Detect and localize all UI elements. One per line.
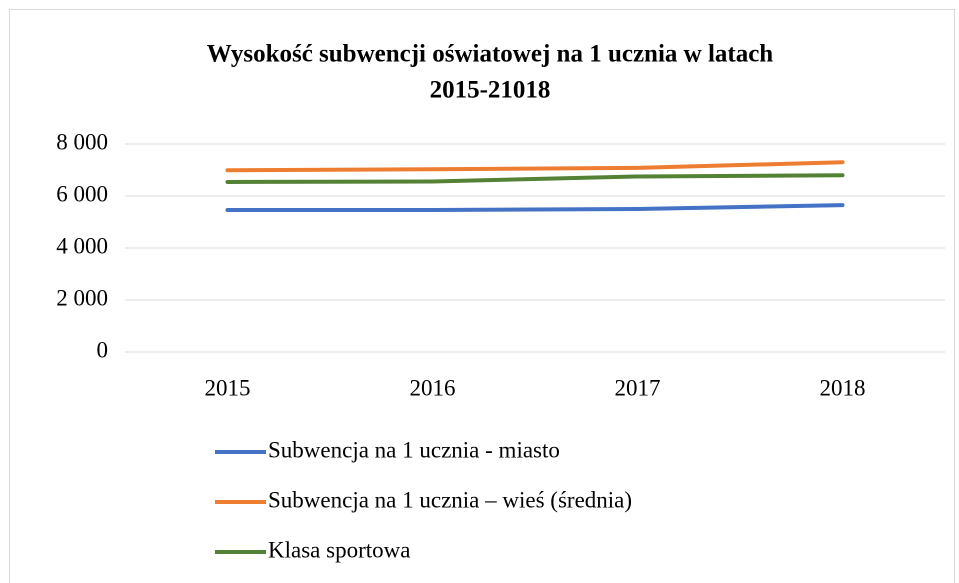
x-tick-label: 2016 <box>410 375 456 400</box>
x-tick-label: 2017 <box>615 375 661 400</box>
legend-label: Subwencja na 1 ucznia - miasto <box>268 437 560 462</box>
y-tick-label: 4 000 <box>56 233 108 258</box>
y-tick-label: 0 <box>97 337 109 362</box>
chart-title: 2015-21018 <box>430 77 551 104</box>
x-tick-label: 2018 <box>820 375 866 400</box>
chart-title: Wysokość subwencji oświatowej na 1 uczni… <box>207 41 774 68</box>
series-line <box>225 160 845 173</box>
legend-label: Klasa sportowa <box>268 537 410 562</box>
series-line <box>225 203 845 213</box>
y-tick-label: 6 000 <box>56 181 108 206</box>
chart-border <box>9 9 955 583</box>
y-tick-label: 2 000 <box>56 285 108 310</box>
x-tick-label: 2015 <box>205 375 251 400</box>
legend-label: Subwencja na 1 ucznia – wieś (średnia) <box>268 487 632 512</box>
series-line <box>225 173 845 184</box>
y-tick-label: 8 000 <box>56 129 108 154</box>
